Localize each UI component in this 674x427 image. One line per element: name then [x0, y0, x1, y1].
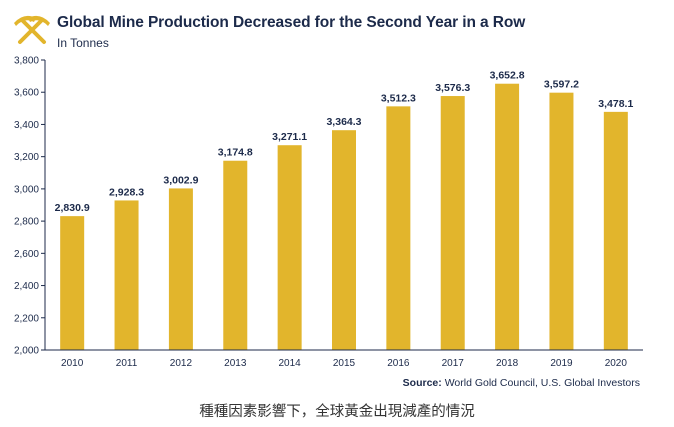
- bar: [603, 111, 628, 350]
- x-tick-label: 2019: [550, 358, 573, 369]
- chart-subtitle: In Tonnes: [57, 36, 109, 50]
- x-tick-label: 2010: [61, 358, 84, 369]
- bar: [277, 145, 302, 350]
- bar-value-label: 3,478.1: [598, 98, 633, 110]
- x-tick-label: 2016: [387, 358, 410, 369]
- y-tick-label: 2,000: [14, 346, 39, 357]
- source-label: Source:: [402, 377, 442, 389]
- bar: [168, 188, 193, 350]
- x-tick-label: 2017: [442, 358, 465, 369]
- source-text: World Gold Council, U.S. Global Investor…: [444, 377, 640, 389]
- y-tick-label: 2,600: [14, 249, 39, 260]
- crossed-pickaxes-icon: [14, 15, 50, 44]
- bar: [386, 106, 411, 350]
- bar: [332, 130, 356, 350]
- bar: [60, 216, 85, 350]
- bar: [223, 160, 248, 350]
- bars: 2,830.9 2,928.3 3,002.9 3,174.8 3,271.1 3,364…: [55, 70, 633, 351]
- bar-value-label: 3,174.8: [218, 147, 253, 159]
- bar-value-label: 3,002.9: [163, 174, 198, 186]
- bar-value-label: 3,576.3: [435, 82, 470, 94]
- y-tick-label: 3,200: [14, 152, 39, 163]
- bar-chart: 2,000 2,200 2,400 2,600 2,800 3,000 3,200 3,400…: [14, 56, 643, 369]
- x-tick-label: 2011: [116, 358, 138, 369]
- bar: [549, 92, 574, 350]
- bar-value-label: 2,830.9: [55, 202, 90, 214]
- bar-value-label: 3,512.3: [381, 92, 416, 104]
- bar-value-label: 3,597.2: [544, 79, 579, 91]
- caption: 種種因素影響下，全球黃金出現減產的情況: [199, 404, 475, 420]
- x-tick-label: 2015: [333, 358, 356, 369]
- chart-container: Global Mine Production Decreased for the…: [14, 14, 643, 389]
- y-tick-label: 3,600: [14, 88, 39, 99]
- bar: [495, 83, 520, 351]
- bar-value-label: 3,364.3: [326, 116, 361, 128]
- x-tick-label: 2020: [605, 358, 628, 369]
- bar-value-label: 2,928.3: [109, 186, 144, 198]
- x-axis: 2010 2011 2012 2013 2014 2015 2016 2017 2018 2019…: [45, 349, 643, 369]
- bar-value-label: 3,652.8: [490, 70, 525, 82]
- chart-title: Global Mine Production Decreased for the…: [57, 14, 526, 31]
- y-tick-label: 2,200: [14, 313, 39, 324]
- x-tick-label: 2018: [496, 358, 519, 369]
- source-note: Source: World Gold Council, U.S. Global …: [403, 377, 640, 389]
- y-tick-label: 2,400: [14, 281, 39, 292]
- x-tick-label: 2014: [279, 358, 302, 369]
- y-tick-label: 3,400: [14, 120, 39, 131]
- x-tick-label: 2012: [170, 358, 193, 369]
- bar: [440, 96, 465, 350]
- y-tick-label: 3,800: [14, 56, 39, 67]
- bar-value-label: 3,271.1: [272, 131, 307, 143]
- x-tick-label: 2013: [224, 358, 247, 369]
- bar: [114, 200, 139, 350]
- y-tick-label: 3,000: [14, 184, 39, 195]
- y-tick-label: 2,800: [14, 217, 39, 228]
- y-axis: 2,000 2,200 2,400 2,600 2,800 3,000 3,200 3,400…: [14, 56, 46, 357]
